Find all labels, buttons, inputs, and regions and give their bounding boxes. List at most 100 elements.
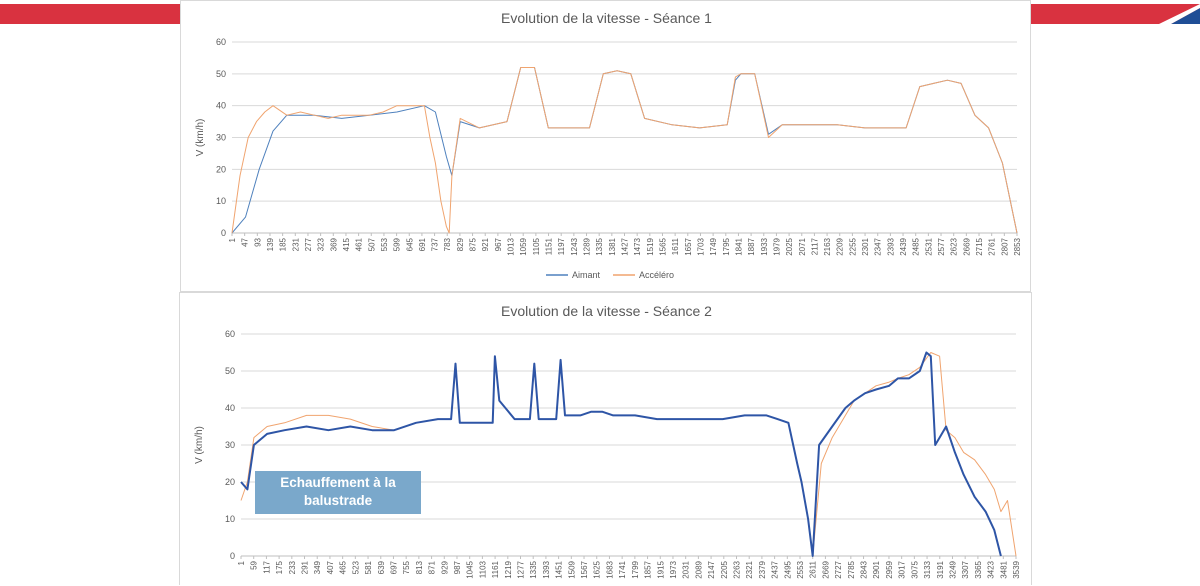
x-tick-label: 2163 [823,237,832,255]
banner-left [0,4,180,24]
x-tick-label: 1509 [567,560,576,578]
x-tick-label: 2669 [821,560,830,578]
y-tick-label: 10 [225,514,235,524]
x-tick-label: 1105 [532,237,541,255]
x-tick-label: 2485 [912,237,921,255]
x-tick-label: 59 [250,560,259,569]
x-tick-label: 1045 [466,560,475,578]
x-tick-label: 2553 [796,560,805,578]
x-tick-label: 1657 [684,237,693,255]
x-tick-label: 697 [389,560,398,574]
x-tick-label: 1393 [542,560,551,578]
x-tick-label: 599 [393,237,402,251]
series-line-aimant [240,351,1002,557]
x-tick-label: 47 [241,237,250,246]
x-tick-label: 461 [355,237,364,251]
x-tick-label: 3133 [923,560,932,578]
x-tick-label: 139 [266,237,275,251]
x-tick-label: 3075 [910,560,919,578]
x-tick-label: 2147 [707,560,716,578]
series-line-accelero [231,67,1018,234]
x-tick-label: 2807 [1000,237,1009,255]
x-tick-label: 231 [291,237,300,251]
y-axis-label: V (km/h) [194,426,205,464]
x-tick-label: 2901 [872,560,881,578]
x-tick-label: 645 [405,237,414,251]
x-tick-label: 185 [279,237,288,251]
y-tick-label: 0 [221,228,226,238]
x-tick-label: 1243 [570,237,579,255]
x-tick-label: 1741 [618,560,627,578]
x-tick-label: 2301 [861,237,870,255]
x-tick-label: 1979 [772,237,781,255]
x-tick-label: 987 [453,560,462,574]
x-tick-label: 2255 [848,237,857,255]
x-tick-label: 1795 [722,237,731,255]
x-tick-label: 415 [342,237,351,251]
x-tick-label: 1857 [644,560,653,578]
x-tick-label: 1887 [747,237,756,255]
x-tick-label: 2263 [732,560,741,578]
chart-panel-seance-2: Evolution de la vitesse - Séance 2 V (km/… [179,292,1032,585]
x-tick-label: 1683 [605,560,614,578]
x-tick-label: 929 [440,560,449,574]
x-tick-label: 2321 [745,560,754,578]
x-tick-label: 1799 [631,560,640,578]
x-tick-label: 2025 [785,237,794,255]
x-tick-label: 2531 [924,237,933,255]
y-axis-label: V (km/h) [195,119,206,157]
y-tick-label: 30 [216,133,226,143]
x-tick-label: 921 [481,237,490,251]
x-tick-label: 1973 [669,560,678,578]
x-tick-label: 2853 [1013,237,1022,255]
x-tick-label: 1611 [671,237,680,255]
x-tick-label: 3423 [987,560,996,578]
x-tick-label: 2495 [783,560,792,578]
x-tick-label: 407 [326,560,335,574]
x-tick-label: 465 [339,560,348,574]
x-tick-label: 783 [443,237,452,251]
x-tick-label: 1059 [519,237,528,255]
x-tick-label: 3481 [999,560,1008,578]
x-tick-label: 349 [313,560,322,574]
x-tick-label: 2669 [962,237,971,255]
x-tick-label: 3365 [974,560,983,578]
x-tick-label: 1703 [696,237,705,255]
x-tick-label: 175 [275,560,284,574]
x-tick-label: 639 [377,560,386,574]
x-tick-label: 1103 [478,560,487,578]
x-tick-label: 2117 [810,237,819,255]
x-tick-label: 829 [456,237,465,251]
x-tick-label: 291 [301,560,310,574]
annotation-warmup: Echauffement à la balustrade [255,471,421,514]
x-tick-label: 1335 [529,560,538,578]
x-tick-label: 369 [329,237,338,251]
chart-title: Evolution de la vitesse - Séance 2 [501,303,712,319]
x-tick-label: 1565 [658,237,667,255]
x-tick-label: 2379 [758,560,767,578]
x-tick-label: 93 [253,237,262,246]
chart-seance-1: Evolution de la vitesse - Séance 1 V (km/… [195,10,1022,280]
x-tick-label: 1335 [595,237,604,255]
chart-seance-2: Evolution de la vitesse - Séance 2 V (km/… [194,303,1021,579]
x-tick-label: 3307 [961,560,970,578]
x-tick-label: 277 [304,237,313,251]
x-tick-label: 1219 [504,560,513,578]
x-tick-label: 1013 [507,237,516,255]
x-tick-label: 1749 [709,237,718,255]
x-tick-label: 875 [469,237,478,251]
x-tick-label: 3191 [936,560,945,578]
y-tick-label: 20 [216,164,226,174]
x-tick-label: 1625 [593,560,602,578]
x-tick-label: 581 [364,560,373,574]
banner-right [1031,4,1200,24]
x-tick-label: 2959 [885,560,894,578]
x-tick-label: 2761 [988,237,997,255]
y-tick-label: 50 [225,366,235,376]
series-line-accelero [240,352,1017,557]
x-tick-label: 2715 [975,237,984,255]
legend-label-aimant: Aimant [572,270,601,280]
y-tick-label: 60 [225,329,235,339]
x-tick-label: 1289 [583,237,592,255]
x-tick-label: 1567 [580,560,589,578]
